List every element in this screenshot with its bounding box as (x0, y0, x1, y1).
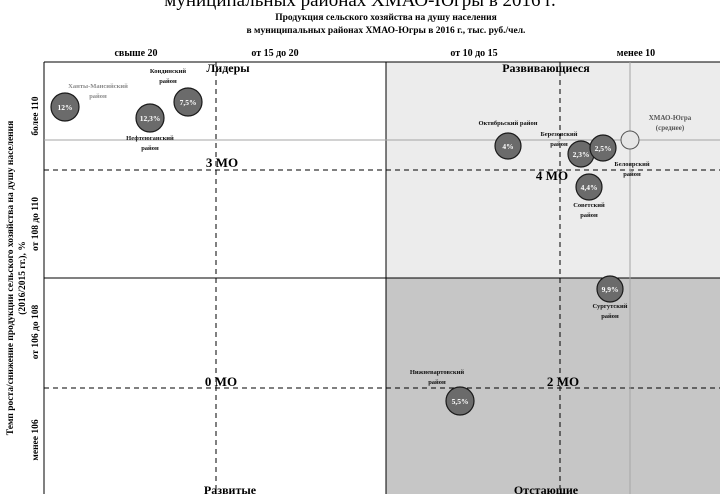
bubble-value-label: 12% (58, 103, 73, 112)
quadrant-name-bottom-right: Отстающие (514, 483, 579, 494)
quadrant-count-bottom-left: 0 МО (205, 374, 237, 389)
average-label-line2: (среднее) (656, 124, 685, 132)
district-name-label: Ханты-Мансийский (68, 83, 128, 90)
bubble-value-label: 7,5% (180, 98, 197, 107)
y-category-label: более 110 (30, 96, 41, 135)
bubble-value-label: 12,3% (140, 114, 161, 123)
quadrant-name-top-left: Лидеры (206, 61, 250, 75)
district-name-label: Нижневартовский (410, 369, 465, 376)
chart-title-line1: Продукция сельского хозяйства на душу на… (275, 12, 496, 23)
quadrant-count-top-left: 3 МО (206, 155, 238, 170)
average-point (620, 130, 640, 150)
bubble-hm (50, 92, 80, 122)
bubble-ok (494, 132, 522, 160)
y-category-label: от 108 до 110 (31, 197, 41, 251)
bubble-sv (575, 173, 603, 201)
y-category-label: от 106 до 108 (31, 305, 41, 360)
bubble-value-label: 9,9% (602, 285, 619, 294)
bubble-nf (135, 103, 165, 133)
x-category-label: менее 10 (617, 48, 655, 59)
bubble-value-label: 5,5% (452, 397, 469, 406)
bubble-kd (173, 87, 203, 117)
district-name-label: район (89, 93, 107, 100)
x-category-label: от 10 до 15 (450, 48, 497, 59)
chart-title-line2: в муниципальных районах ХМАО-Югры в 2016… (247, 25, 526, 36)
bubble-value-label: 4% (502, 142, 513, 151)
district-name-label: район (159, 78, 177, 85)
bubble-nv (445, 386, 475, 416)
district-name-label: Октябрьский район (478, 120, 537, 127)
quadrant-name-bottom-left: Развитые (204, 483, 257, 494)
bubble-value-label: 2,5% (595, 144, 612, 153)
x-category-label: от 15 до 20 (251, 48, 298, 59)
quadrant-name-top-right: Развивающиеся (502, 61, 590, 75)
district-name-label: Советский (573, 202, 605, 209)
district-name-label: Сургутский (593, 303, 628, 310)
quadrant-count-bottom-right: 2 МО (547, 374, 579, 389)
district-name-label: Кондинский (150, 68, 187, 75)
bubble-value-label: 4,4% (581, 183, 598, 192)
y-category-label: менее 106 (31, 419, 41, 460)
y-axis-title-line1: Темп роста/снижение продукции сельского … (5, 121, 16, 436)
district-name-label: район (428, 379, 446, 386)
district-name-label: район (141, 145, 159, 152)
quadrant-count-top-right: 4 МО (536, 168, 568, 183)
cut-heading: муниципальных районах ХМАО-Югры в 2016 г… (164, 0, 555, 11)
bubble-sg (596, 275, 624, 303)
bubble-bl (589, 134, 617, 162)
bubble-group: 12% Ханты-Мансийский район 12,3% Нефтеюганск… (50, 68, 650, 416)
district-name-label: Белоярский (614, 161, 649, 168)
average-label-line1: ХМАО-Югра (649, 114, 692, 122)
district-name-label: район (623, 171, 641, 178)
district-name-label: Нефтеюганский (126, 135, 174, 142)
district-name-label: район (580, 212, 598, 219)
bubble-value-label: 2,3% (573, 150, 590, 159)
quadrant-bottom-left-bg (44, 278, 386, 494)
district-name-label: район (550, 141, 568, 148)
x-category-label: свыше 20 (114, 48, 157, 59)
district-name-label: Березовский (540, 131, 577, 138)
y-axis-title-line2: (2016/2015 гг.), % (17, 241, 28, 315)
district-name-label: район (601, 313, 619, 320)
quadrant-bottom-right-bg (386, 278, 720, 494)
